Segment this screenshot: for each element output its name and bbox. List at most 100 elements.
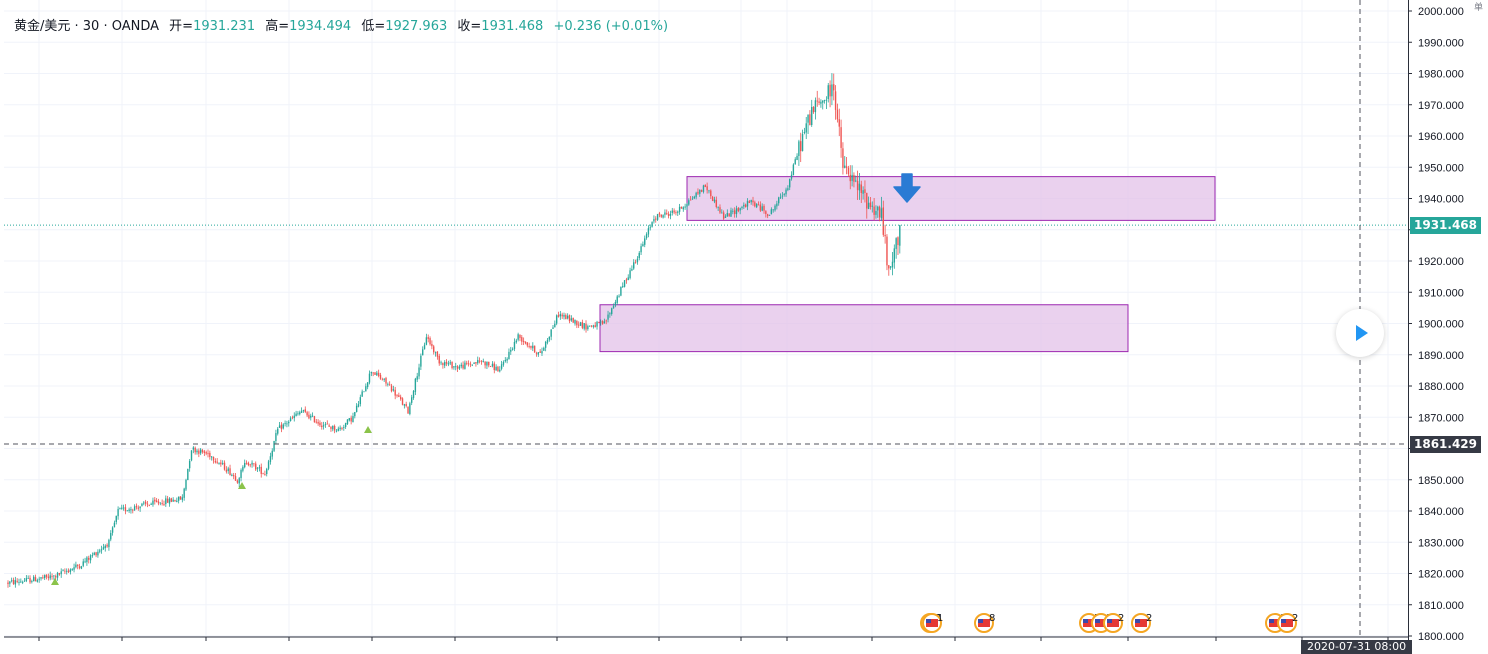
candle (882, 200, 884, 237)
candle (733, 207, 736, 218)
close-label: 收= (457, 19, 482, 34)
candle (636, 256, 639, 265)
candle (722, 210, 725, 221)
candle (31, 579, 33, 584)
candle (196, 448, 198, 455)
candle (155, 498, 158, 503)
candle (658, 211, 661, 218)
candle (897, 236, 899, 256)
event-flag: 2 (1131, 613, 1152, 633)
low-value: 1927.963 (385, 19, 448, 34)
candle (693, 195, 695, 200)
candle (299, 410, 301, 416)
candle (27, 575, 29, 579)
candle (399, 394, 402, 401)
open-label: 开= (169, 19, 194, 34)
candle (750, 199, 752, 205)
candle (794, 157, 796, 165)
candle (594, 322, 596, 328)
candle (691, 196, 694, 200)
candle (23, 577, 26, 582)
candle (464, 360, 466, 370)
candle (884, 224, 886, 244)
candle (286, 420, 288, 428)
candle (346, 419, 349, 426)
economic-events[interactable]: 2185322332 (920, 613, 1298, 633)
candle (495, 364, 497, 371)
candle (361, 389, 363, 397)
candle (748, 199, 751, 204)
triangle-up-marker (51, 578, 59, 585)
candle (669, 210, 672, 220)
candle (405, 401, 407, 408)
axis-tick-label: 1850.000 (1418, 475, 1464, 487)
candle (444, 360, 446, 369)
candle (321, 422, 323, 430)
candle (816, 90, 818, 107)
candle (359, 394, 362, 407)
candle (633, 259, 635, 270)
candle (198, 448, 200, 458)
candle (640, 243, 642, 256)
candle (429, 336, 431, 346)
candle (201, 448, 204, 454)
candle (69, 568, 72, 575)
candle (664, 209, 666, 218)
candle (504, 357, 506, 363)
candle (146, 501, 149, 508)
candle (539, 349, 541, 353)
candle (42, 574, 44, 580)
candle (467, 360, 470, 367)
scroll-to-realtime-button[interactable] (1336, 309, 1384, 357)
candle (209, 450, 211, 460)
candle (10, 577, 13, 583)
candle (78, 563, 81, 570)
candle (401, 397, 404, 406)
candle (130, 506, 132, 514)
candle (370, 371, 373, 377)
candle (829, 80, 831, 108)
candle (14, 576, 17, 588)
candle (381, 377, 384, 381)
candle (21, 580, 24, 585)
candle (506, 357, 508, 364)
candle (739, 207, 741, 215)
candle (827, 82, 829, 103)
candle (757, 201, 760, 206)
candle (117, 506, 119, 520)
candle (671, 207, 673, 216)
candle (266, 467, 268, 477)
candle (390, 383, 393, 393)
candle (121, 504, 123, 510)
candle (157, 498, 160, 506)
candle (721, 209, 723, 214)
candle (759, 201, 762, 212)
candle (407, 406, 409, 414)
candle (603, 318, 606, 324)
candle (895, 237, 897, 259)
candle (548, 336, 551, 342)
axis-tick-label: 1950.000 (1418, 162, 1464, 174)
candle (667, 211, 670, 219)
candle (95, 551, 97, 558)
candle (194, 446, 196, 455)
candle (115, 515, 117, 525)
candle (618, 294, 620, 298)
candle (478, 357, 481, 364)
price-axis[interactable]: 2000.000 1990.000 1980.000 1970.000 1960.000… (1408, 0, 1464, 648)
candle (97, 549, 99, 558)
candle (300, 407, 303, 414)
candle (840, 119, 842, 158)
candle (137, 505, 139, 511)
candle (847, 165, 850, 177)
candle (800, 132, 802, 163)
candle (188, 459, 191, 472)
candle (893, 244, 896, 269)
axis-tick-label: 1960.000 (1418, 131, 1464, 143)
candle (598, 321, 600, 324)
candle (625, 277, 628, 284)
supply-demand-zones (599, 176, 1216, 353)
axis-tick-label: 1980.000 (1418, 69, 1464, 81)
candle (192, 446, 195, 454)
